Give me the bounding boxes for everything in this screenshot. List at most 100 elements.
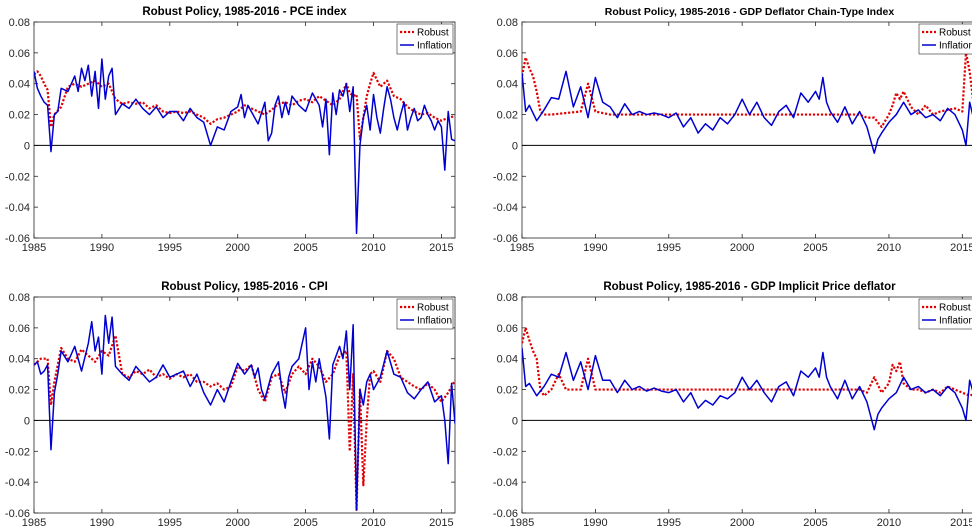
x-tick-label: 2005 (803, 242, 827, 254)
series-line-robust (522, 51, 972, 129)
y-tick-label: 0.06 (497, 48, 518, 60)
y-tick-label: 0.04 (9, 354, 30, 366)
x-tick-label: 1985 (22, 242, 46, 254)
legend-label-inflation: Inflation (939, 316, 972, 327)
x-tick-label: 2015 (429, 242, 453, 254)
y-tick-label: -0.02 (493, 171, 518, 183)
chart-title: Robust Policy, 1985-2016 - GDP Deflator … (605, 6, 895, 18)
x-tick-label: 1990 (90, 517, 114, 529)
chart-legend: Robust Inflation (396, 23, 454, 55)
plot-area (521, 296, 972, 514)
y-tick-label: 0.08 (9, 17, 30, 29)
series-line-inflation (34, 314, 455, 511)
y-tick-label: -0.02 (5, 171, 30, 183)
axes: -0.06 -0.04 -0.02 0 0.02 0.04 0.06 0.08 1985 1990… (5, 17, 455, 254)
series-group (34, 314, 455, 512)
y-tick-label: -0.04 (493, 477, 518, 489)
y-tick-label: -0.02 (493, 446, 518, 458)
plot-area (33, 21, 456, 239)
y-tick-label: 0.04 (497, 354, 518, 366)
legend-label-robust: Robust (417, 28, 449, 39)
legend-label-inflation: Inflation (939, 41, 972, 52)
x-tick-label: 2015 (950, 242, 972, 254)
y-tick-label: 0.02 (9, 110, 30, 122)
legend-label-robust: Robust (939, 303, 971, 314)
x-tick-label: 2005 (293, 242, 317, 254)
chart-legend: Robust Inflation (396, 298, 454, 330)
chart-title: Robust Policy, 1985-2016 - CPI (161, 281, 328, 293)
chart-legend: Robust Inflation (918, 23, 972, 55)
chart-panel-gdp-implicit: -0.06 -0.04 -0.02 0 0.02 0.04 0.06 0.08 1985 1990… (493, 281, 972, 529)
x-tick-label: 2000 (225, 242, 249, 254)
x-tick-label: 1995 (657, 517, 681, 529)
series-line-inflation (522, 347, 972, 431)
legend-label-robust: Robust (939, 28, 971, 39)
legend-label-robust: Robust (417, 303, 449, 314)
y-tick-label: 0.06 (497, 323, 518, 335)
y-tick-label: 0.08 (497, 292, 518, 304)
y-tick-label: 0.02 (9, 385, 30, 397)
x-tick-label: 1995 (158, 242, 182, 254)
x-tick-label: 1985 (510, 517, 534, 529)
x-tick-label: 1990 (583, 517, 607, 529)
x-tick-label: 2015 (950, 517, 972, 529)
x-tick-label: 2010 (877, 517, 901, 529)
series-line-inflation (522, 70, 972, 154)
y-tick-label: -0.06 (5, 233, 30, 245)
axes: -0.06 -0.04 -0.02 0 0.02 0.04 0.06 0.08 1985 1990… (493, 292, 972, 529)
y-tick-label: 0.04 (9, 79, 30, 91)
y-tick-label: 0 (512, 415, 518, 427)
series-group (522, 51, 972, 154)
plot-area (521, 21, 972, 239)
legend-box (396, 23, 454, 55)
chart-title: Robust Policy, 1985-2016 - PCE index (142, 6, 347, 18)
x-tick-label: 2000 (730, 242, 754, 254)
legend-label-inflation: Inflation (417, 316, 452, 327)
chart-legend: Robust Inflation (918, 298, 972, 330)
x-tick-label: 1990 (583, 242, 607, 254)
chart-title: Robust Policy, 1985-2016 - GDP Implicit … (603, 281, 896, 293)
chart-panel-pce: -0.06 -0.04 -0.02 0 0.02 0.04 0.06 0.08 1985 1990… (5, 6, 456, 254)
x-tick-label: 1990 (90, 242, 114, 254)
series-group (34, 58, 455, 235)
y-tick-label: 0.02 (497, 385, 518, 397)
x-tick-label: 2015 (429, 517, 453, 529)
legend-box (396, 298, 454, 330)
series-group (522, 326, 972, 431)
y-tick-label: 0.08 (497, 17, 518, 29)
y-tick-label: 0 (512, 140, 518, 152)
y-tick-label: -0.04 (5, 202, 30, 214)
y-tick-label: -0.02 (5, 446, 30, 458)
x-tick-label: 1985 (510, 242, 534, 254)
y-tick-label: 0.02 (497, 110, 518, 122)
chart-panel-cpi: -0.06 -0.04 -0.02 0 0.02 0.04 0.06 0.08 1985 1990… (5, 281, 456, 529)
y-tick-label: 0 (24, 415, 30, 427)
y-tick-label: 0.08 (9, 292, 30, 304)
series-line-inflation (34, 58, 455, 235)
series-line-robust (522, 326, 972, 397)
y-tick-label: -0.06 (493, 233, 518, 245)
x-tick-label: 1995 (657, 242, 681, 254)
y-tick-label: 0.04 (497, 79, 518, 91)
x-tick-label: 2010 (361, 517, 385, 529)
y-tick-label: -0.04 (5, 477, 30, 489)
x-tick-label: 2005 (293, 517, 317, 529)
x-tick-label: 1995 (158, 517, 182, 529)
x-tick-label: 2000 (730, 517, 754, 529)
legend-box (918, 298, 972, 330)
x-tick-label: 2005 (803, 517, 827, 529)
x-tick-label: 2000 (225, 517, 249, 529)
y-tick-label: 0 (24, 140, 30, 152)
axes: -0.06 -0.04 -0.02 0 0.02 0.04 0.06 0.08 1985 1990… (493, 17, 972, 254)
x-tick-label: 1985 (22, 517, 46, 529)
axes: -0.06 -0.04 -0.02 0 0.02 0.04 0.06 0.08 1985 1990… (5, 292, 455, 529)
y-tick-label: 0.06 (9, 323, 30, 335)
legend-box (918, 23, 972, 55)
y-tick-label: -0.06 (5, 508, 30, 520)
y-tick-label: -0.04 (493, 202, 518, 214)
legend-label-inflation: Inflation (417, 41, 452, 52)
x-tick-label: 2010 (877, 242, 901, 254)
y-tick-label: -0.06 (493, 508, 518, 520)
y-tick-label: 0.06 (9, 48, 30, 60)
